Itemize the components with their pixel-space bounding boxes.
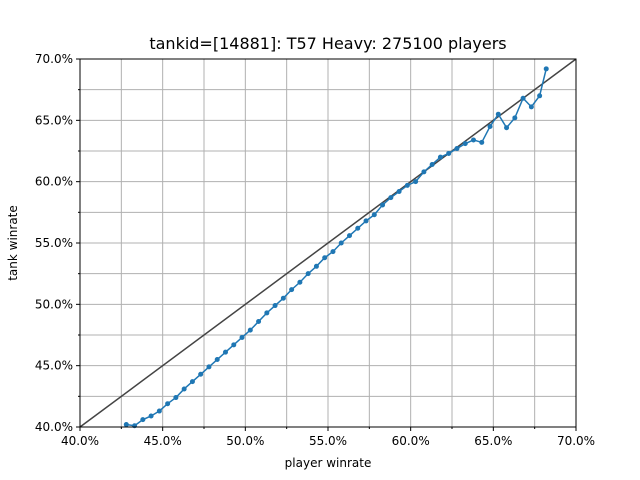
point: [297, 279, 303, 285]
x-tick-label: 65.0%: [474, 434, 512, 448]
y-tick-label: 60.0%: [35, 175, 73, 189]
point: [289, 287, 295, 293]
point: [322, 255, 328, 261]
x-tick-label: 50.0%: [226, 434, 264, 448]
x-tick-label: 60.0%: [392, 434, 430, 448]
point: [371, 212, 377, 218]
point: [132, 423, 138, 429]
point: [479, 139, 485, 145]
y-tick-label: 65.0%: [35, 113, 73, 127]
point: [396, 188, 402, 194]
point: [313, 263, 319, 269]
point: [528, 104, 534, 110]
point: [537, 93, 543, 99]
point: [264, 310, 270, 316]
series-line: [126, 68, 547, 427]
point: [413, 179, 419, 185]
point: [198, 371, 204, 377]
point: [214, 357, 220, 363]
point: [437, 154, 443, 160]
chart-title: tankid=[14881]: T57 Heavy: 275100 player…: [149, 34, 506, 53]
point: [429, 161, 435, 167]
point: [470, 137, 476, 143]
point: [543, 66, 549, 72]
point: [520, 95, 526, 101]
point: [346, 233, 352, 239]
point: [305, 271, 311, 277]
point: [247, 327, 253, 333]
y-tick-label: 45.0%: [35, 359, 73, 373]
point: [487, 123, 493, 129]
x-tick-label: 55.0%: [309, 434, 347, 448]
point: [173, 395, 179, 401]
point: [123, 422, 129, 428]
y-axis-label: tank winrate: [6, 205, 20, 281]
point: [256, 319, 262, 325]
point: [504, 125, 510, 131]
point: [363, 218, 369, 224]
point: [165, 401, 171, 407]
point: [156, 408, 162, 414]
y-tick-label: 70.0%: [35, 52, 73, 66]
point: [454, 146, 460, 152]
point: [272, 303, 278, 309]
point: [239, 334, 245, 340]
plot-frame: [79, 58, 577, 428]
point: [380, 202, 386, 208]
point: [355, 225, 361, 231]
x-tick-label: 40.0%: [61, 434, 99, 448]
point: [330, 249, 336, 255]
point: [446, 150, 452, 156]
point: [404, 182, 410, 188]
point: [148, 413, 154, 419]
point: [280, 295, 286, 301]
y-tick-label: 50.0%: [35, 297, 73, 311]
y-tick-label: 55.0%: [35, 236, 73, 250]
y-tick-label: 40.0%: [35, 420, 73, 434]
point: [421, 169, 427, 175]
point: [231, 342, 237, 348]
point: [512, 115, 518, 121]
point: [388, 195, 394, 201]
x-axis-label: player winrate: [285, 456, 372, 470]
point: [140, 417, 146, 423]
point: [181, 386, 187, 392]
point: [189, 379, 195, 385]
point: [462, 141, 468, 147]
point: [222, 349, 228, 355]
point: [206, 364, 212, 370]
x-tick-label: 45.0%: [144, 434, 182, 448]
point: [338, 240, 344, 246]
point: [495, 111, 501, 117]
x-tick-label: 70.0%: [557, 434, 595, 448]
